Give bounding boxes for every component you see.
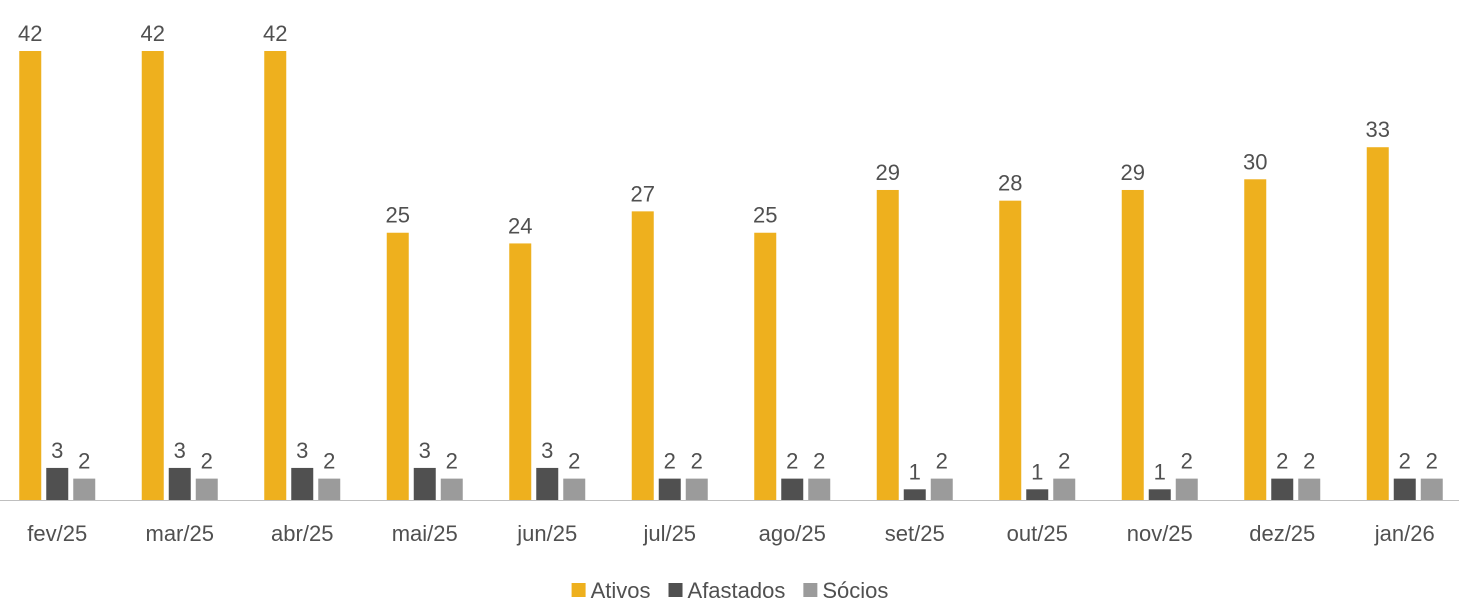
- bar: [903, 489, 926, 500]
- x-tick-label: set/25: [885, 521, 945, 546]
- data-label: 28: [998, 171, 1022, 196]
- data-label: 29: [876, 160, 900, 185]
- bar: [386, 232, 409, 500]
- legend-swatch: [668, 583, 683, 597]
- x-tick-label: jan/26: [1374, 521, 1435, 546]
- bar: [999, 200, 1022, 500]
- bar: [1244, 179, 1267, 501]
- data-label: 3: [174, 438, 186, 463]
- bar: [631, 211, 654, 500]
- bar: [876, 189, 899, 500]
- data-label: 42: [263, 21, 287, 46]
- data-label: 2: [691, 449, 703, 474]
- data-label: 29: [1121, 160, 1145, 185]
- bar: [73, 478, 96, 500]
- data-label: 30: [1243, 149, 1267, 174]
- bar: [168, 467, 191, 500]
- x-tick-label: mar/25: [146, 521, 214, 546]
- bar: [440, 478, 463, 500]
- x-tick-label: out/25: [1007, 521, 1068, 546]
- legend-swatch: [803, 583, 818, 597]
- data-label: 42: [141, 21, 165, 46]
- data-label: 2: [786, 449, 798, 474]
- data-label: 2: [568, 449, 580, 474]
- bar: [1026, 489, 1049, 500]
- data-label: 33: [1366, 117, 1390, 142]
- bar: [318, 478, 341, 500]
- bar: [141, 51, 164, 500]
- data-label: 2: [323, 449, 335, 474]
- x-tick-label: abr/25: [271, 521, 333, 546]
- data-label: 27: [631, 181, 655, 206]
- data-label: 2: [813, 449, 825, 474]
- data-label: 2: [1303, 449, 1315, 474]
- bar: [1148, 489, 1171, 500]
- bar: [1053, 478, 1076, 500]
- bar: [1393, 478, 1416, 500]
- data-label: 2: [1426, 449, 1438, 474]
- x-tick-label: fev/25: [27, 521, 87, 546]
- bar: [1298, 478, 1321, 500]
- bar: [509, 243, 532, 500]
- data-label: 1: [1154, 459, 1166, 484]
- bar: [19, 51, 42, 500]
- bar: [1121, 189, 1144, 500]
- data-label: 2: [1276, 449, 1288, 474]
- data-label: 2: [1181, 449, 1193, 474]
- x-tick-label: nov/25: [1127, 521, 1193, 546]
- bar: [1175, 478, 1198, 500]
- bar: [195, 478, 218, 500]
- x-tick-label: jul/25: [642, 521, 696, 546]
- data-label: 2: [664, 449, 676, 474]
- data-label: 2: [1058, 449, 1070, 474]
- x-tick-label: dez/25: [1249, 521, 1315, 546]
- bar: [1366, 147, 1389, 500]
- bar: [264, 51, 287, 500]
- data-label: 3: [419, 438, 431, 463]
- data-label: 1: [1031, 459, 1043, 484]
- bar: [1420, 478, 1443, 500]
- bar: [46, 467, 69, 500]
- data-label: 2: [1399, 449, 1411, 474]
- bar: [781, 478, 804, 500]
- bar: [808, 478, 831, 500]
- bar: [1271, 478, 1294, 500]
- data-label: 42: [18, 21, 42, 46]
- data-label: 2: [201, 449, 213, 474]
- bar: [563, 478, 586, 500]
- data-label: 2: [936, 449, 948, 474]
- data-label: 25: [753, 203, 777, 228]
- bar: [291, 467, 314, 500]
- data-label: 24: [508, 213, 532, 238]
- bar: [658, 478, 681, 500]
- bar: [536, 467, 559, 500]
- bar: [754, 232, 777, 500]
- x-tick-label: jun/25: [516, 521, 577, 546]
- bar: [413, 467, 436, 500]
- data-label: 25: [386, 203, 410, 228]
- legend-swatch: [571, 583, 586, 597]
- x-tick-label: mai/25: [392, 521, 458, 546]
- data-label: 1: [909, 459, 921, 484]
- x-tick-label: ago/25: [759, 521, 826, 546]
- data-label: 3: [51, 438, 63, 463]
- legend-label: Ativos: [591, 578, 651, 601]
- data-label: 2: [78, 449, 90, 474]
- data-label: 2: [446, 449, 458, 474]
- data-label: 3: [541, 438, 553, 463]
- legend-label: Afastados: [688, 578, 786, 601]
- bar: [685, 478, 708, 500]
- legend-label: Sócios: [822, 578, 888, 601]
- bar: [930, 478, 953, 500]
- data-label: 3: [296, 438, 308, 463]
